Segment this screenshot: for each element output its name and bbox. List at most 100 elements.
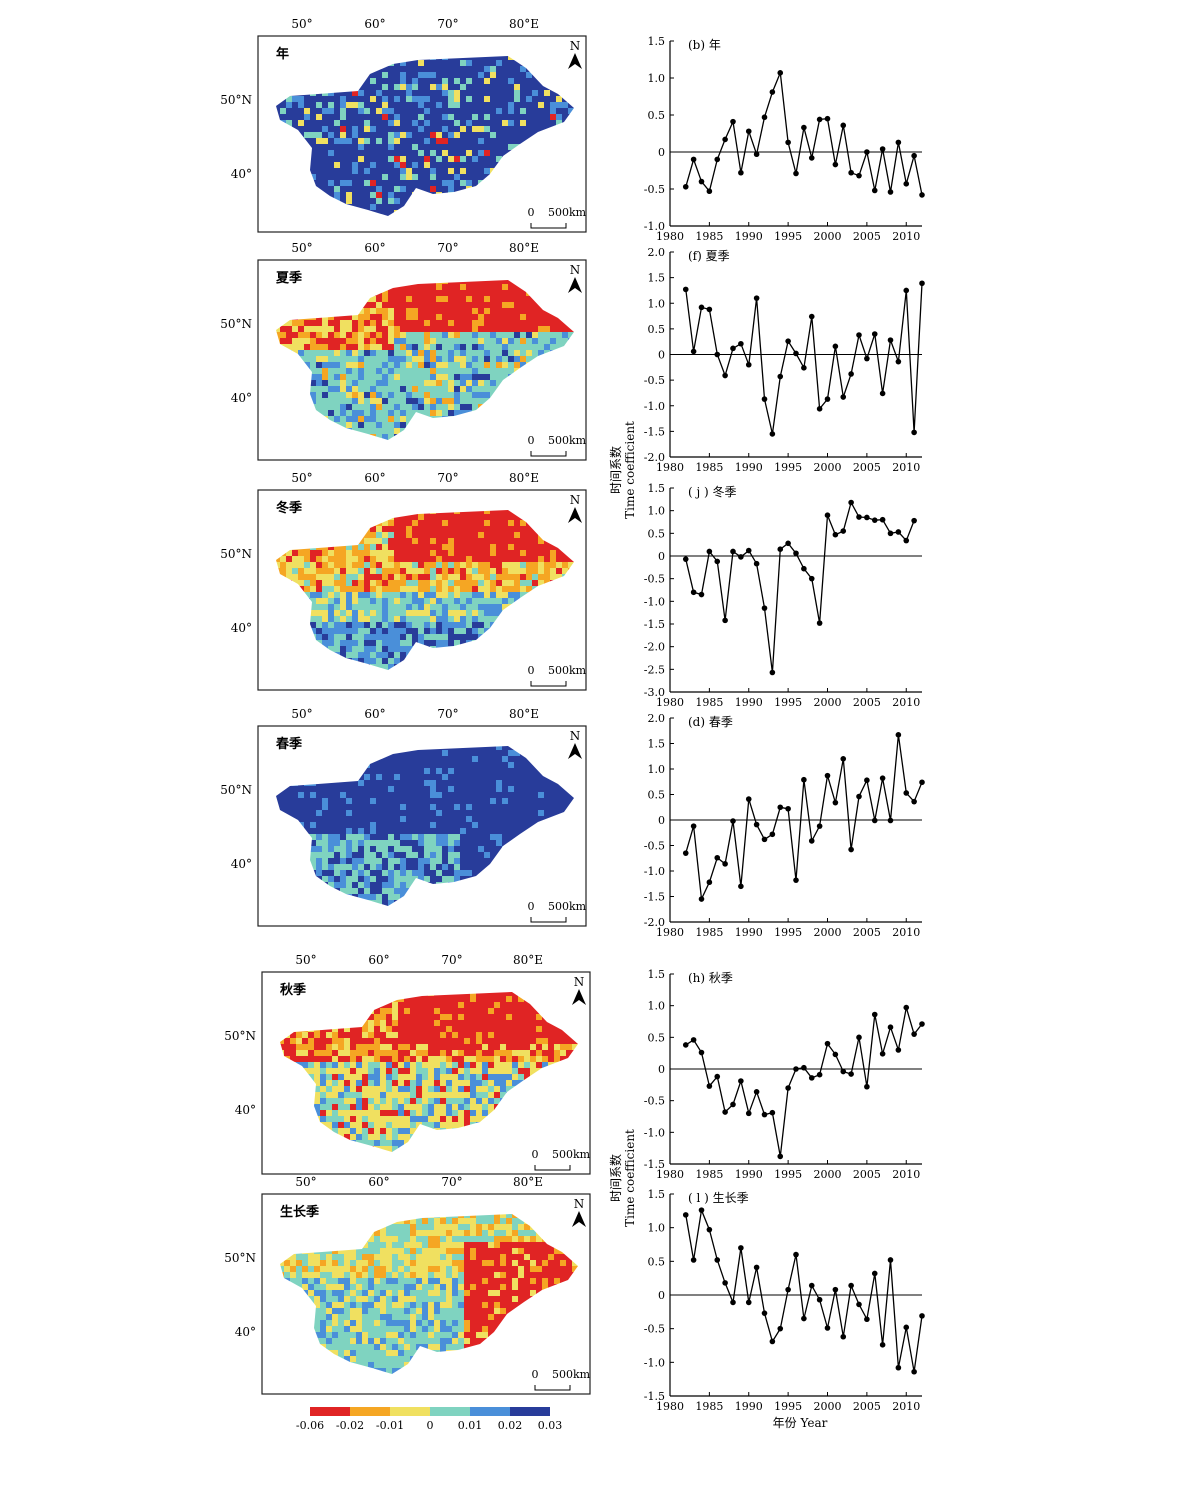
raster-cell: [484, 114, 490, 120]
raster-cell: [520, 90, 526, 96]
raster-cell: [388, 658, 394, 664]
raster-cell: [442, 296, 448, 302]
raster-cell: [382, 162, 388, 168]
raster-cell: [496, 114, 502, 120]
raster-cell: [586, 144, 592, 150]
raster-cell: [400, 368, 406, 374]
raster-cell: [364, 428, 370, 434]
raster-cell: [508, 280, 514, 284]
raster-cell: [388, 538, 394, 544]
raster-cell: [346, 108, 352, 114]
raster-cell: [340, 568, 346, 574]
raster-cell: [412, 538, 418, 544]
raster-cell: [370, 616, 376, 622]
raster-cell: [502, 556, 508, 562]
raster-cell: [358, 592, 364, 598]
raster-cell: [466, 84, 472, 90]
raster-cell: [514, 96, 520, 102]
raster-cell: [358, 428, 364, 434]
raster-cell: [496, 520, 502, 526]
raster-cell: [538, 126, 544, 132]
raster-cell: [412, 568, 418, 574]
raster-cell: [478, 102, 484, 108]
raster-cell: [604, 150, 610, 156]
raster-cell: [316, 144, 322, 150]
raster-cell: [544, 314, 550, 320]
raster-cell: [598, 344, 604, 350]
raster-cell: [394, 168, 400, 174]
raster-cell: [406, 320, 412, 326]
raster-cell: [448, 296, 454, 302]
raster-cell: [454, 150, 460, 156]
raster-cell: [322, 634, 328, 640]
raster-cell: [484, 616, 490, 622]
raster-cell: [358, 580, 364, 586]
raster-cell: [526, 544, 532, 550]
raster-cell: [334, 634, 340, 640]
raster-cell: [454, 84, 460, 90]
raster-cell: [370, 314, 376, 320]
raster-cell: [508, 96, 514, 102]
raster-cell: [556, 102, 562, 108]
raster-cell: [340, 598, 346, 604]
raster-cell: [436, 386, 442, 392]
raster-cell: [376, 628, 382, 634]
raster-cell: [448, 550, 454, 556]
raster-cell: [442, 538, 448, 544]
raster-cell: [598, 634, 604, 640]
raster-cell: [442, 84, 448, 90]
raster-cell: [436, 628, 442, 634]
raster-cell: [598, 514, 604, 520]
raster-cell: [466, 308, 472, 314]
raster-cell: [310, 622, 316, 628]
raster-cell: [598, 604, 604, 610]
raster-cell: [382, 574, 388, 580]
raster-cell: [382, 78, 388, 84]
raster-cell: [466, 574, 472, 580]
raster-cell: [334, 320, 340, 326]
raster-cell: [370, 90, 376, 96]
raster-cell: [514, 296, 520, 302]
raster-cell: [418, 574, 424, 580]
raster-cell: [526, 126, 532, 132]
raster-cell: [466, 302, 472, 308]
raster-cell: [400, 66, 406, 72]
raster-cell: [340, 380, 346, 386]
raster-cell: [322, 150, 328, 156]
raster-cell: [586, 428, 592, 434]
raster-cell: [370, 162, 376, 168]
raster-cell: [406, 174, 412, 180]
raster-cell: [508, 598, 514, 604]
raster-cell: [286, 574, 292, 580]
raster-cell: [394, 562, 400, 568]
raster-cell: [442, 574, 448, 580]
raster-cell: [430, 640, 436, 646]
raster-cell: [436, 108, 442, 114]
raster-cell: [454, 72, 460, 78]
raster-cell: [466, 556, 472, 562]
raster-cell: [412, 368, 418, 374]
raster-cell: [460, 634, 466, 640]
raster-cell: [436, 574, 442, 580]
raster-cell: [550, 562, 556, 568]
raster-cell: [454, 550, 460, 556]
raster-cell: [394, 410, 400, 416]
raster-cell: [460, 168, 466, 174]
raster-cell: [604, 574, 610, 580]
raster-cell: [340, 132, 346, 138]
raster-cell: [364, 326, 370, 332]
raster-cell: [340, 634, 346, 640]
raster-cell: [310, 556, 316, 562]
raster-cell: [442, 96, 448, 102]
raster-cell: [328, 616, 334, 622]
raster-cell: [442, 634, 448, 640]
raster-cell: [370, 550, 376, 556]
raster-cell: [418, 284, 424, 290]
raster-cell: [454, 410, 460, 416]
raster-cell: [598, 84, 604, 90]
raster-cell: [520, 556, 526, 562]
raster-cell: [382, 634, 388, 640]
raster-cell: [400, 520, 406, 526]
raster-cell: [604, 508, 610, 514]
raster-cell: [454, 138, 460, 144]
